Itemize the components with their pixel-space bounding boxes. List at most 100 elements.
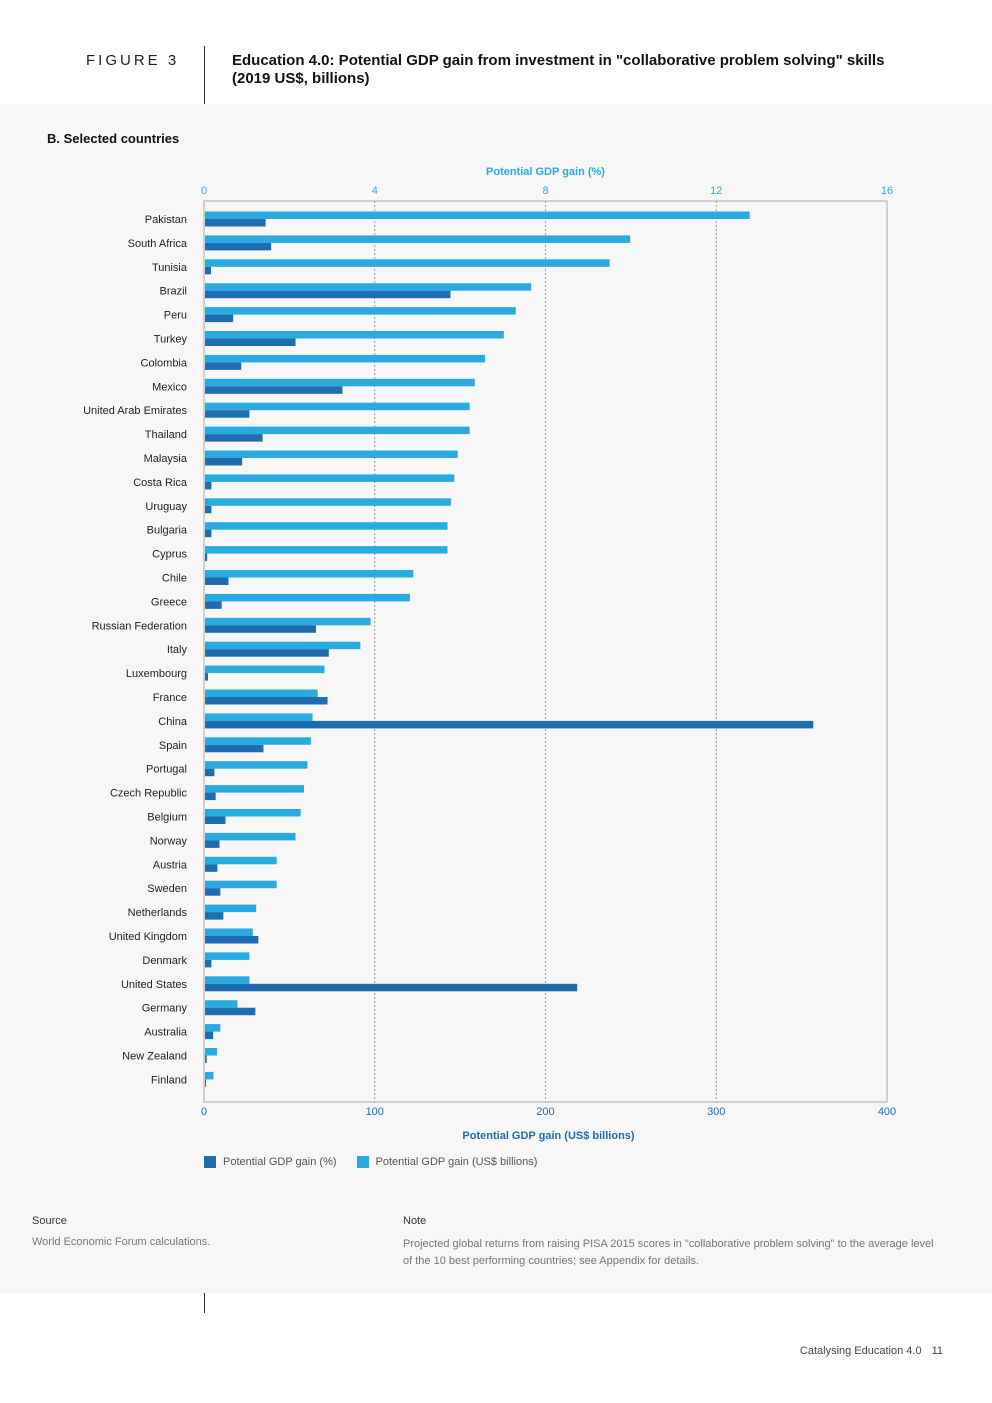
bar-usd xyxy=(205,450,458,458)
category-labels: Pakistan South Africa Tunisia Brazil Peru Tur… xyxy=(83,214,188,1086)
top-tick-label: 16 xyxy=(881,185,893,197)
bar-pct xyxy=(205,1055,207,1063)
footer-text: Catalysing Education 4.0 xyxy=(799,1345,922,1357)
bar-usd xyxy=(205,665,325,674)
bar-usd xyxy=(205,785,305,793)
bar-pct xyxy=(205,744,264,753)
legend-label-pct: Potential GDP gain (%) xyxy=(223,1156,337,1168)
category-label: Portugal xyxy=(146,764,187,776)
category-label: Costa Rica xyxy=(133,477,188,489)
bar-usd xyxy=(205,832,296,841)
bottom-axis-ticks: 0 100 200 300 400 xyxy=(201,1106,896,1118)
category-label: Chile xyxy=(162,573,187,585)
bar-pct xyxy=(205,936,259,944)
category-label: Bulgaria xyxy=(147,525,188,537)
bar-usd xyxy=(205,856,277,865)
bar-usd xyxy=(205,522,448,530)
bar-pct xyxy=(205,888,221,896)
plot-frame xyxy=(203,200,888,1103)
bar-usd xyxy=(205,570,414,578)
bar-usd xyxy=(205,880,277,889)
bar-usd xyxy=(205,378,475,387)
category-label: Denmark xyxy=(142,955,187,967)
category-label: Colombia xyxy=(141,357,188,369)
chart-legend: Potential GDP gain (%) Potential GDP gai… xyxy=(204,1156,557,1168)
legend-label-usd: Potential GDP gain (US$ billions) xyxy=(375,1156,538,1168)
bar-pct xyxy=(205,697,328,705)
legend-swatch-usd xyxy=(356,1156,369,1168)
category-label: South Africa xyxy=(128,238,188,250)
category-label: Peru xyxy=(164,310,187,322)
bar-pct xyxy=(205,601,222,609)
bar-pct xyxy=(205,434,263,442)
category-label: Uruguay xyxy=(145,501,187,513)
category-label: New Zealand xyxy=(122,1051,187,1063)
category-label: China xyxy=(158,716,188,728)
source-heading: Source xyxy=(32,1215,67,1227)
bottom-tick-label: 400 xyxy=(878,1106,896,1118)
bottom-tick-label: 200 xyxy=(536,1106,554,1118)
bar-pct xyxy=(205,1007,256,1016)
legend-swatch-pct xyxy=(204,1156,216,1168)
bottom-tick-label: 0 xyxy=(201,1106,207,1118)
bar-usd xyxy=(205,331,504,339)
category-label: Malaysia xyxy=(144,453,188,465)
bar-usd xyxy=(205,259,610,267)
bar-usd xyxy=(205,617,371,626)
bar-usd xyxy=(205,426,470,435)
top-axis-label: Potential GDP gain (%) xyxy=(486,166,605,178)
figure-label: FIGURE 3 xyxy=(86,52,180,69)
top-tick-label: 8 xyxy=(542,185,548,197)
category-label: Italy xyxy=(167,644,188,656)
bar-usd xyxy=(205,546,448,554)
bar-usd xyxy=(205,952,250,960)
bar-pct xyxy=(205,266,211,275)
bar-pct xyxy=(205,458,243,466)
legend-item-usd: Potential GDP gain (US$ billions) xyxy=(356,1156,538,1168)
bar-usd xyxy=(205,928,253,936)
bar-usd xyxy=(205,402,470,411)
category-label: Brazil xyxy=(159,286,187,298)
category-label: Greece xyxy=(151,596,187,608)
category-label: Australia xyxy=(144,1027,188,1039)
figure-title: Education 4.0: Potential GDP gain from i… xyxy=(232,52,885,87)
top-tick-label: 12 xyxy=(710,185,722,197)
bar-usd xyxy=(205,593,410,602)
bar-usd xyxy=(205,474,455,482)
category-label: Tunisia xyxy=(152,262,188,274)
bar-usd xyxy=(205,235,631,243)
bar-usd xyxy=(205,1048,217,1056)
bar-chart: Pakistan South Africa Tunisia Brazil Peru Tur… xyxy=(83,166,896,1142)
bar-pct xyxy=(205,959,212,968)
category-label: United States xyxy=(121,979,188,991)
bar-pct xyxy=(205,649,329,657)
bottom-tick-label: 300 xyxy=(707,1106,725,1118)
category-label: France xyxy=(153,692,187,704)
bar-pct xyxy=(205,720,814,729)
bar-pct xyxy=(205,219,266,227)
bar-pct xyxy=(205,1031,214,1040)
bar-pct xyxy=(205,816,226,824)
bar-usd xyxy=(205,737,311,745)
bar-usd xyxy=(205,641,361,650)
bar-pct xyxy=(205,529,212,538)
panel-subtitle: B. Selected countries xyxy=(47,131,180,146)
bar-pct xyxy=(205,768,215,777)
bar-usd xyxy=(205,713,313,721)
note-text: Projected global returns from raising PI… xyxy=(403,1238,934,1267)
header-divider xyxy=(204,46,205,104)
category-label: Germany xyxy=(142,1003,188,1015)
bar-pct xyxy=(205,864,218,872)
legend-item-pct: Potential GDP gain (%) xyxy=(204,1156,337,1168)
bar-usd xyxy=(205,211,750,219)
bar-pct xyxy=(205,290,451,299)
bar-pct xyxy=(205,625,316,633)
bar-usd xyxy=(205,809,301,817)
bar-usd xyxy=(205,761,308,769)
source-text: World Economic Forum calculations. xyxy=(32,1236,211,1248)
chart-panel xyxy=(0,104,992,1293)
bar-pct xyxy=(205,577,229,585)
category-label: United Kingdom xyxy=(109,931,187,943)
bar-pct xyxy=(205,481,212,490)
bar-usd xyxy=(205,1000,238,1008)
